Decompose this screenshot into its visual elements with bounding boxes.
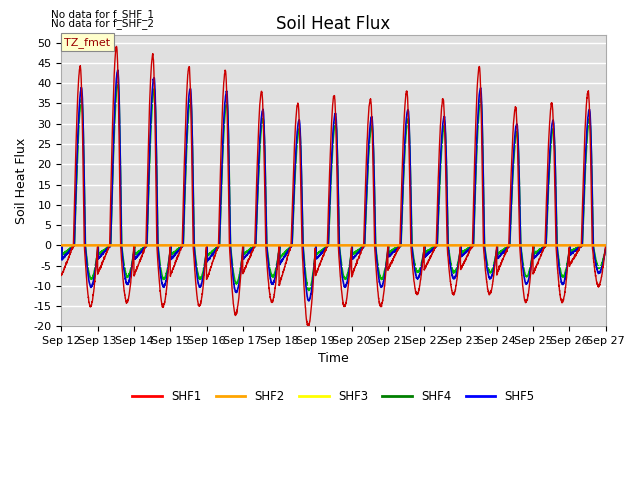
Legend: SHF1, SHF2, SHF3, SHF4, SHF5: SHF1, SHF2, SHF3, SHF4, SHF5 <box>127 385 540 408</box>
X-axis label: Time: Time <box>318 352 349 365</box>
Text: No data for f_SHF_2: No data for f_SHF_2 <box>51 18 154 29</box>
Text: No data for f_SHF_1: No data for f_SHF_1 <box>51 9 154 20</box>
Title: Soil Heat Flux: Soil Heat Flux <box>276 15 390 33</box>
Y-axis label: Soil Heat Flux: Soil Heat Flux <box>15 137 28 224</box>
Text: TZ_fmet: TZ_fmet <box>64 37 110 48</box>
